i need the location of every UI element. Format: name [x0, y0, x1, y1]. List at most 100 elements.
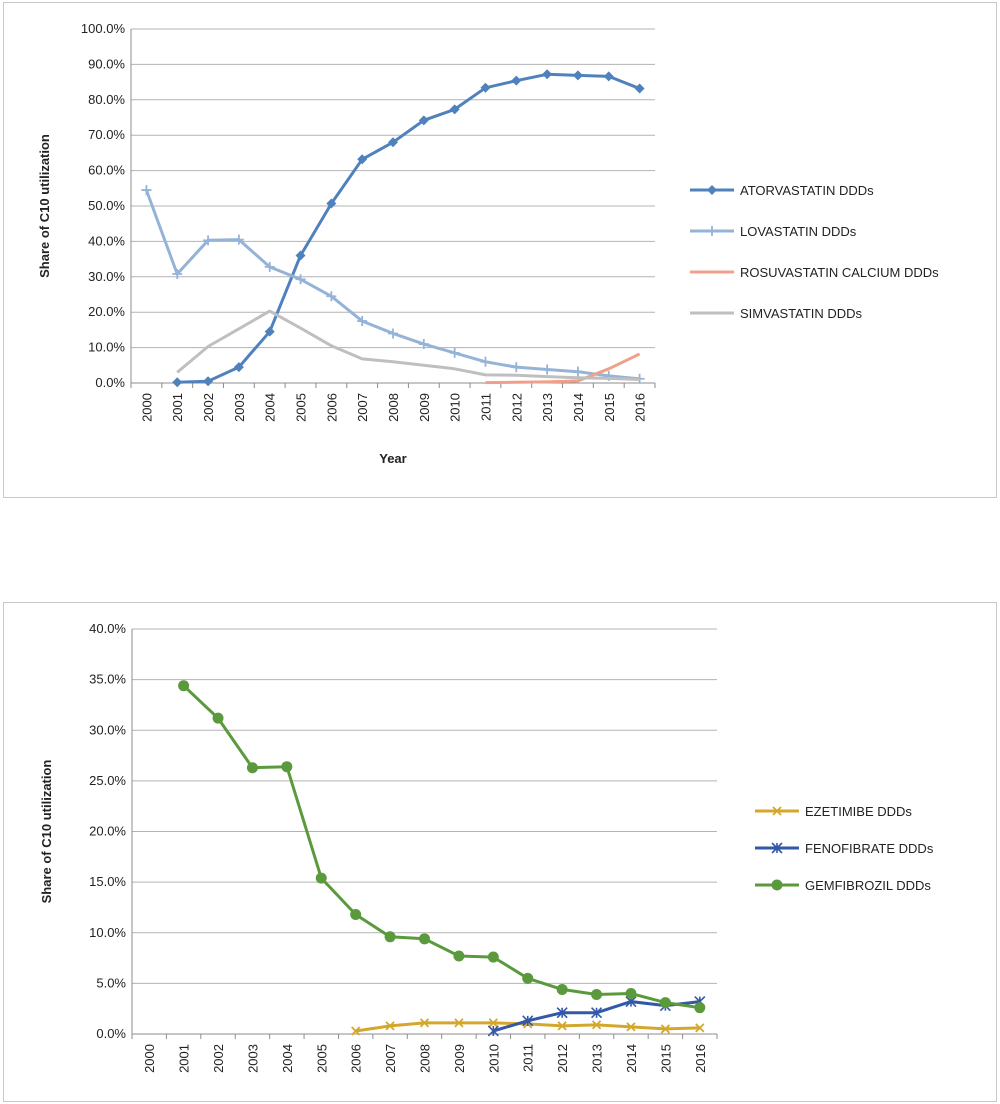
data-point-atorvastatin: [233, 362, 244, 373]
y-tick-label: 60.0%: [88, 163, 125, 178]
data-point-ezetimibe: [695, 1023, 705, 1033]
data-point-gemfibrozil: [315, 872, 327, 884]
data-point-atorvastatin: [542, 69, 553, 80]
chart-panel-statins: 0.0% 10.0% 20.0% 30.0% 40.0% 50.0% 60.0% 70.0% 8…: [3, 2, 997, 498]
series-simvastatin: [176, 309, 640, 381]
x-tick-label: 2000: [139, 393, 154, 422]
x-tick-label: 2015: [602, 393, 617, 422]
x-tick-label: 2014: [571, 393, 586, 422]
data-point-atorvastatin: [295, 250, 306, 261]
x-tick-label: 2013: [540, 393, 555, 422]
data-point-fenofibrate: [487, 1025, 499, 1037]
x-tick-label: 2011: [478, 393, 493, 421]
chart-panel-nonstatins: 0.0% 5.0% 10.0% 15.0% 20.0% 25.0% 30.0% 35.0% 40…: [3, 602, 997, 1102]
data-point-ezetimibe: [351, 1026, 361, 1036]
x-tick-label: 2002: [211, 1044, 226, 1073]
x-tick-label: 2007: [355, 393, 370, 422]
legend-label: FENOFIBRATE DDDs: [805, 841, 934, 856]
x-tick-label: 2005: [314, 1044, 329, 1073]
legend-marker: [771, 879, 783, 891]
data-point-gemfibrozil: [694, 1002, 706, 1014]
series-lovastatin: [141, 185, 645, 384]
data-point-atorvastatin: [357, 154, 368, 165]
data-point-lovastatin: [480, 356, 491, 367]
data-point-lovastatin: [511, 362, 522, 373]
legend-marker: [772, 806, 782, 816]
x-tick-label: 2010: [486, 1044, 501, 1073]
legend-item-rosuvastatin: ROSUVASTATIN CALCIUM DDDs: [690, 265, 939, 280]
data-point-gemfibrozil: [522, 972, 534, 984]
x-tick-label: 2005: [294, 393, 309, 422]
y-tick-label: 10.0%: [89, 925, 126, 940]
legend-item-ezetimibe: EZETIMIBE DDDs: [755, 804, 912, 819]
y-tick-label: 50.0%: [88, 198, 125, 213]
y-axis-title: Share of C10 utilization: [37, 134, 52, 278]
y-tick-label: 40.0%: [89, 621, 126, 636]
y-tick-label: 5.0%: [96, 975, 126, 990]
data-point-atorvastatin: [203, 376, 214, 387]
data-point-ezetimibe: [454, 1018, 464, 1028]
legend-marker: [707, 185, 717, 195]
data-point-lovastatin: [295, 274, 306, 285]
series-atorvastatin: [172, 69, 645, 388]
x-tick-label: 2004: [263, 393, 278, 422]
series-line-lovastatin: [144, 189, 640, 381]
data-point-lovastatin: [388, 328, 398, 339]
legend-item-fenofibrate: FENOFIBRATE DDDs: [755, 841, 934, 856]
data-point-gemfibrozil: [591, 989, 603, 1001]
x-tick-label: 2010: [448, 393, 463, 422]
x-tick-label: 2009: [417, 393, 432, 422]
series-rosuvastatin: [485, 352, 641, 385]
data-point-fenofibrate: [556, 1007, 568, 1019]
y-tick-label: 10.0%: [88, 340, 125, 355]
x-tick-label: 2006: [349, 1044, 364, 1073]
data-point-gemfibrozil: [178, 680, 190, 692]
legend-item-lovastatin: LOVASTATIN DDDs: [690, 224, 857, 239]
legend-label: GEMFIBROZIL DDDs: [805, 878, 931, 893]
data-point-gemfibrozil: [487, 951, 499, 963]
data-point-gemfibrozil: [281, 761, 293, 773]
x-tick-label: 2012: [509, 393, 524, 422]
x-tick-label: 2007: [383, 1044, 398, 1073]
x-tick-label: 2004: [280, 1044, 295, 1073]
data-point-ezetimibe: [660, 1024, 671, 1034]
data-point-gemfibrozil: [384, 931, 396, 943]
data-point-ezetimibe: [419, 1018, 430, 1028]
y-tick-label: 90.0%: [88, 56, 125, 71]
data-point-atorvastatin: [511, 75, 522, 86]
data-point-fenofibrate: [590, 1007, 603, 1019]
x-axis-title: Year: [379, 451, 406, 466]
data-point-gemfibrozil: [659, 997, 671, 1009]
y-tick-label: 40.0%: [88, 233, 125, 248]
x-tick-label: 2006: [324, 393, 339, 422]
data-point-lovastatin: [141, 185, 152, 196]
data-point-lovastatin: [357, 316, 368, 327]
y-tick-label: 0.0%: [96, 1026, 126, 1041]
y-tick-label: 70.0%: [88, 127, 125, 142]
data-point-lovastatin: [418, 339, 429, 350]
data-point-lovastatin: [542, 364, 553, 375]
data-point-atorvastatin: [172, 377, 183, 388]
data-point-ezetimibe: [385, 1021, 395, 1031]
nonstatins-line-chart: 0.0% 5.0% 10.0% 15.0% 20.0% 25.0% 30.0% 35.0% 40…: [39, 621, 934, 1073]
y-tick-label: 0.0%: [95, 375, 125, 390]
legend-label: EZETIMIBE DDDs: [805, 804, 912, 819]
series-line-atorvastatin: [177, 72, 641, 384]
y-axis-title: Share of C10 utilization: [39, 760, 54, 904]
series-line-rosuvastatin: [485, 352, 641, 385]
legend-marker: [771, 842, 783, 854]
data-point-atorvastatin: [326, 198, 337, 209]
data-point-ezetimibe: [557, 1021, 567, 1031]
y-tick-label: 30.0%: [88, 269, 125, 284]
data-point-gemfibrozil: [625, 988, 637, 999]
series-gemfibrozil: [178, 680, 706, 1014]
data-point-gemfibrozil: [556, 983, 568, 995]
y-tick-label: 35.0%: [89, 672, 126, 687]
legend-item-gemfibrozil: GEMFIBROZIL DDDs: [755, 878, 931, 893]
x-tick-label: 2013: [590, 1044, 605, 1073]
statins-line-chart: 0.0% 10.0% 20.0% 30.0% 40.0% 50.0% 60.0% 70.0% 8…: [37, 21, 939, 466]
data-point-atorvastatin: [418, 115, 429, 126]
x-tick-label: 2001: [170, 393, 185, 422]
data-point-atorvastatin: [634, 83, 645, 94]
x-tick-label: 2003: [232, 393, 247, 422]
